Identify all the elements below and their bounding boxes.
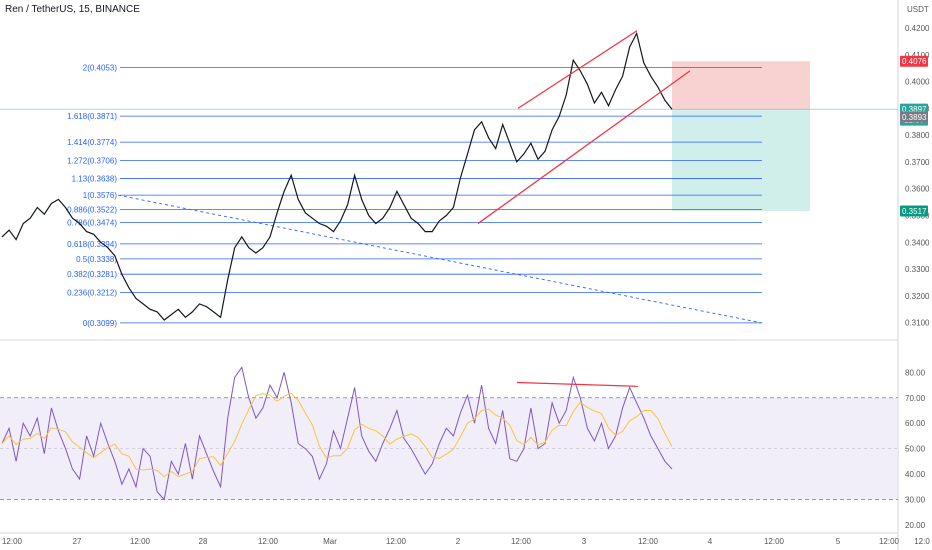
time-tick-label: 5 — [836, 537, 841, 546]
time-tick-label: 12:00 — [511, 537, 532, 546]
price-tag-value: 0.3897 — [902, 105, 927, 114]
channel-lower-line — [477, 70, 691, 225]
price-tick-label: 0.3700 — [905, 158, 930, 167]
time-tick-label: 12:00 — [130, 537, 151, 546]
price-tag — [900, 111, 928, 123]
time-tick-label: 12:00 — [638, 537, 659, 546]
price-tag — [900, 205, 928, 217]
fib-level-label: 0.618(0.3394) — [67, 240, 117, 249]
price-tick-label: 0.3300 — [905, 265, 930, 274]
time-tick-label: 12:0 — [914, 537, 930, 546]
price-tick-label: 0.4200 — [905, 24, 930, 33]
price-tick-label: 0.3200 — [905, 292, 930, 301]
fib-level-label: 0.786(0.3474) — [67, 218, 117, 227]
price-tag-value: 0.3517 — [902, 207, 927, 216]
fib-level-label: 1.414(0.3774) — [67, 138, 117, 147]
time-tick-label: 12:00 — [879, 537, 900, 546]
price-tag-value: 0.3893 — [902, 113, 927, 122]
fib-level-label: 0.382(0.3281) — [67, 270, 117, 279]
time-tick-label: 2 — [456, 537, 461, 546]
fib-level-label: 0.886(0.3522) — [67, 206, 117, 215]
rsi-tick-label: 40.00 — [905, 470, 926, 479]
time-tick-label: 3 — [582, 537, 587, 546]
rsi-tick-label: 80.00 — [905, 368, 926, 377]
price-tick-label: 0.3400 — [905, 238, 930, 247]
fib-level-label: 1.618(0.3871) — [67, 112, 117, 121]
price-line — [1, 31, 673, 321]
fib-level-label: 1.13(0.3638) — [72, 175, 118, 184]
price-tick-label: 0.3800 — [905, 131, 930, 140]
price-tick-label: 0.3100 — [905, 319, 930, 328]
rsi-tick-label: 30.00 — [905, 495, 926, 504]
time-tick-label: 12:00 — [386, 537, 407, 546]
fib-level-label: 0.5(0.3338) — [76, 255, 117, 264]
time-tick-label: Mar — [323, 537, 337, 546]
fib-level-label: 0(0.3099) — [83, 319, 118, 328]
dashed-trendline — [117, 194, 763, 324]
price-tick-label: 0.3600 — [905, 185, 930, 194]
rsi-tick-label: 50.00 — [905, 445, 926, 454]
fib-level-label: 1.272(0.3706) — [67, 156, 117, 165]
chart-title: Ren / TetherUS, 15, BINANCE — [5, 4, 140, 15]
rsi-line — [1, 366, 673, 501]
price-tick-label: 0.4100 — [905, 51, 930, 60]
fib-level-label: 2(0.4053) — [83, 63, 118, 72]
fib-level-label: 1(0.3576) — [83, 191, 118, 200]
time-tick-label: 12:00 — [2, 537, 23, 546]
currency-label: USDT — [907, 5, 929, 14]
time-tick-label: 12:00 — [764, 537, 785, 546]
rsi-tick-label: 20.00 — [905, 521, 926, 530]
rsi-band — [0, 397, 898, 500]
time-tick-label: 28 — [199, 537, 208, 546]
price-tick-label: 0.4000 — [905, 78, 930, 87]
price-tag-value: 0.4076 — [902, 57, 927, 66]
fib-level-label: 0.236(0.3212) — [67, 289, 117, 298]
stop-zone — [672, 61, 810, 110]
time-tick-label: 4 — [708, 537, 713, 546]
rsi-tick-label: 70.00 — [905, 394, 926, 403]
price-tag — [900, 55, 928, 67]
rsi-tick-label: 60.00 — [905, 419, 926, 428]
rsi-ma-line — [1, 392, 673, 478]
rsi-divergence-line — [516, 381, 639, 387]
time-tick-label: 27 — [73, 537, 82, 546]
channel-upper-line — [517, 30, 638, 109]
time-tick-label: 12:00 — [258, 537, 279, 546]
